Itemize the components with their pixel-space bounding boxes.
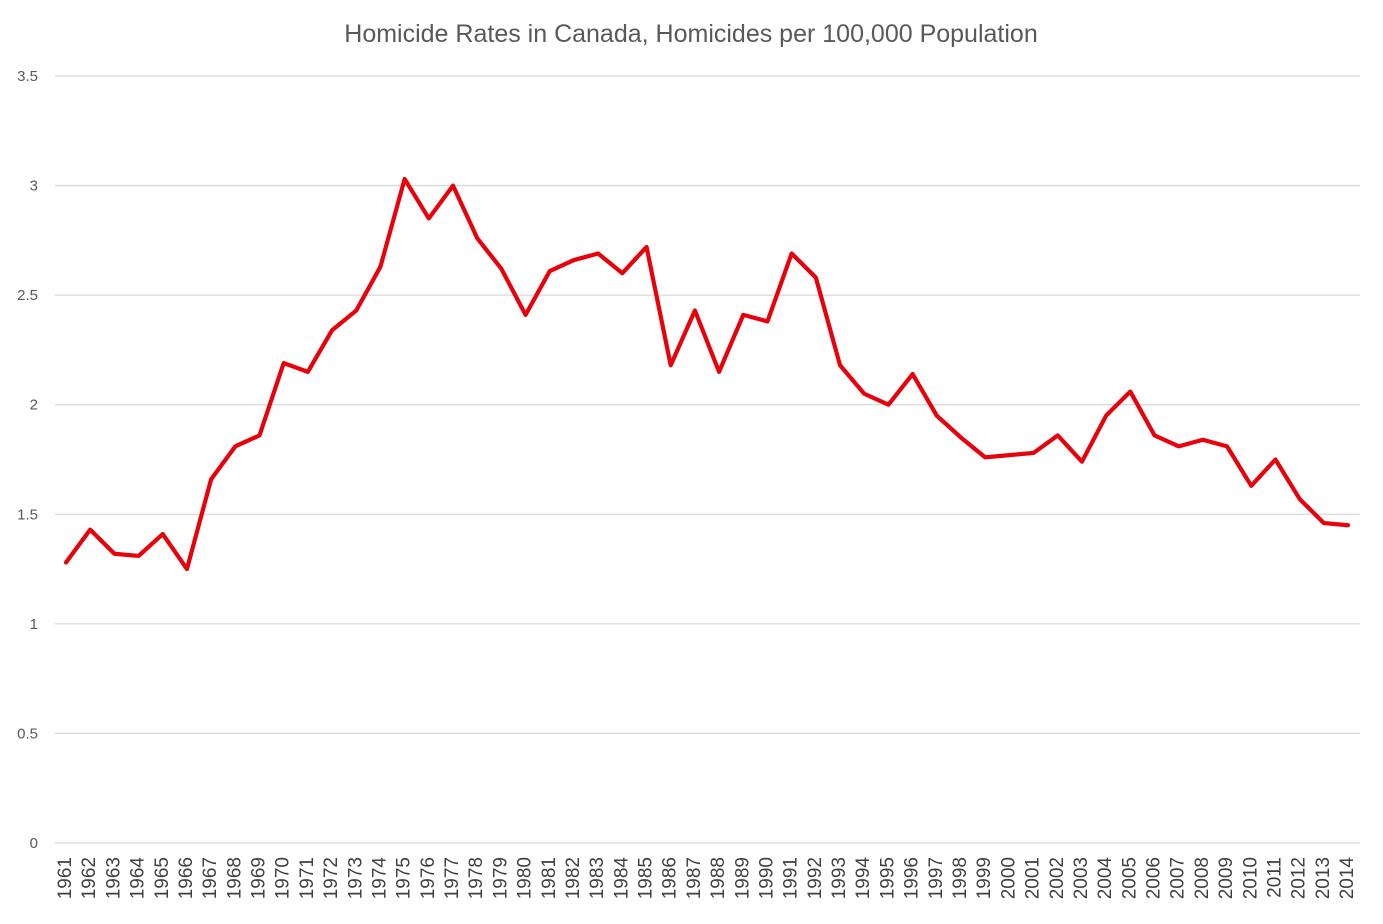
x-tick-label: 1984 — [611, 857, 632, 900]
y-tick-label: 3.5 — [17, 68, 38, 85]
x-tick-label: 1995 — [877, 857, 898, 899]
x-tick-label: 1961 — [55, 857, 76, 899]
x-tick-label: 2001 — [1023, 857, 1044, 899]
x-tick-label: 1965 — [152, 857, 173, 899]
x-tick-label: 1991 — [781, 857, 802, 899]
x-tick-label: 1972 — [321, 857, 342, 899]
x-tick-label: 1971 — [297, 857, 318, 899]
x-tick-label: 1990 — [756, 857, 777, 899]
x-tick-label: 1996 — [902, 857, 923, 899]
y-tick-label: 2.5 — [17, 287, 38, 304]
series-line — [63, 176, 1351, 572]
x-tick-label: 2002 — [1047, 857, 1068, 899]
x-tick-label: 1983 — [587, 857, 608, 899]
gridlines — [55, 75, 1360, 844]
y-tick-label: 0.5 — [17, 725, 38, 742]
x-tick-label: 1994 — [853, 857, 874, 900]
x-tick-label: 2012 — [1289, 857, 1310, 899]
x-tick-label: 2008 — [1192, 857, 1213, 899]
x-tick-label: 1989 — [732, 857, 753, 899]
chart-title: Homicide Rates in Canada, Homicides per … — [344, 20, 1037, 48]
x-tick-label: 2013 — [1313, 857, 1334, 899]
x-tick-label: 1980 — [515, 857, 536, 899]
x-tick-label: 1977 — [442, 857, 463, 899]
x-tick-label: 1993 — [829, 857, 850, 899]
x-tick-label: 1974 — [369, 857, 390, 900]
y-tick-label: 1 — [30, 616, 38, 633]
x-axis-tick-labels: 1961 1962 1963 1964 1965 1966 1967 1968 1969 1970… — [55, 857, 1358, 900]
x-tick-label: 2003 — [1071, 857, 1092, 899]
x-tick-label: 2005 — [1119, 857, 1140, 899]
y-tick-label: 1.5 — [17, 506, 38, 523]
x-tick-label: 1992 — [805, 857, 826, 899]
x-tick-label: 1985 — [636, 857, 657, 899]
x-tick-label: 2011 — [1264, 857, 1285, 898]
x-tick-label: 1997 — [926, 857, 947, 899]
y-axis-tick-labels: 0 0.5 1 1.5 2 2.5 3 3.5 — [17, 68, 38, 852]
x-tick-label: 1999 — [974, 857, 995, 899]
x-tick-label: 1963 — [103, 857, 124, 899]
y-tick-label: 2 — [30, 397, 38, 414]
x-tick-label: 1969 — [249, 857, 270, 899]
series-lines — [63, 176, 1351, 572]
x-tick-label: 1975 — [394, 857, 415, 899]
x-tick-label: 1978 — [466, 857, 487, 899]
x-tick-label: 1998 — [950, 857, 971, 899]
x-tick-label: 2014 — [1337, 857, 1358, 900]
x-tick-label: 1966 — [176, 857, 197, 899]
x-tick-label: 1976 — [418, 857, 439, 899]
x-tick-label: 2004 — [1095, 857, 1116, 900]
x-tick-label: 1973 — [345, 857, 366, 899]
x-tick-label: 2009 — [1216, 857, 1237, 899]
x-tick-label: 1987 — [684, 857, 705, 899]
x-tick-label: 1970 — [273, 857, 294, 899]
y-tick-label: 3 — [30, 178, 38, 195]
x-tick-label: 1988 — [708, 857, 729, 899]
y-tick-label: 0 — [30, 835, 38, 852]
x-tick-label: 1979 — [490, 857, 511, 899]
x-tick-label: 1967 — [200, 857, 221, 899]
x-tick-label: 2000 — [998, 857, 1019, 899]
x-tick-label: 1981 — [539, 857, 560, 899]
x-tick-label: 2006 — [1144, 857, 1165, 899]
x-tick-label: 2010 — [1240, 857, 1261, 899]
x-tick-label: 1962 — [79, 857, 100, 899]
x-tick-label: 1982 — [563, 857, 584, 899]
x-tick-label: 1964 — [128, 857, 149, 900]
x-tick-label: 1986 — [660, 857, 681, 899]
x-tick-label: 2007 — [1168, 857, 1189, 899]
x-tick-label: 1968 — [224, 857, 245, 899]
